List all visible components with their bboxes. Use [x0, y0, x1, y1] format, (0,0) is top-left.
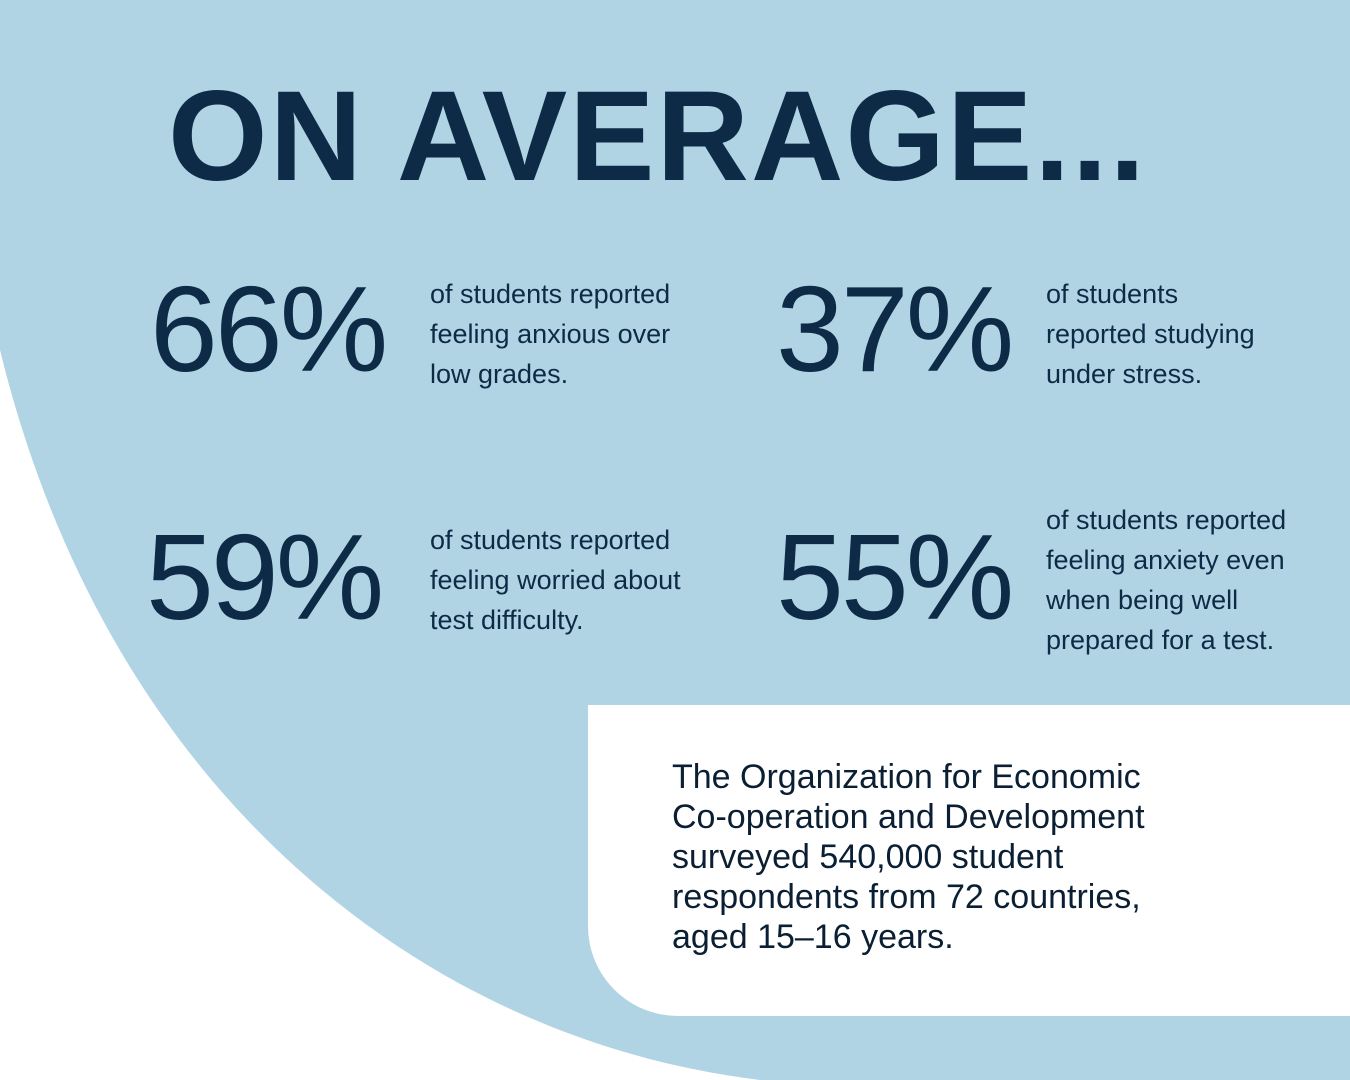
stat-description-line: low grades. [430, 359, 569, 389]
survey-note-line: Co-operation and Development [672, 798, 1145, 836]
survey-note-line: surveyed 540,000 student [672, 838, 1064, 876]
survey-note-line: respondents from 72 countries, [672, 878, 1141, 916]
survey-note-line: aged 15–16 years. [672, 918, 954, 956]
stat-value: 55% [776, 509, 1014, 645]
stat-description-line: under stress. [1046, 359, 1203, 389]
stat-value: 59% [146, 509, 384, 645]
survey-note-card: The Organization for Economic Co-operati… [588, 705, 1350, 1016]
stat-description: of students reported feeling anxious ove… [430, 274, 670, 394]
stat-description-line: when being well [1046, 585, 1239, 615]
stat-description-line: test difficulty. [430, 605, 584, 635]
stat-description-line: feeling anxiety even [1046, 545, 1285, 575]
stat-description-line: of students reported [430, 279, 671, 309]
stat-description: of students reported studying under stre… [1046, 274, 1255, 394]
stat-description-line: prepared for a test. [1046, 625, 1275, 655]
stat-description-line: of students reported [1046, 505, 1287, 535]
stat-description-line: feeling anxious over [430, 319, 671, 349]
stat-description-line: of students reported [430, 525, 671, 555]
survey-note-line: The Organization for Economic [672, 758, 1141, 796]
stat-description-line: of students [1046, 279, 1179, 309]
headline: ON AVERAGE... [168, 65, 1147, 208]
stat-description: of students reported feeling worried abo… [430, 520, 681, 640]
survey-note-text: The Organization for Economic Co-operati… [672, 757, 1145, 957]
stat-description-line: feeling worried about [430, 565, 681, 595]
stat-description: of students reported feeling anxiety eve… [1046, 500, 1286, 660]
stat-value: 66% [150, 261, 388, 397]
stat-description-line: reported studying [1046, 319, 1255, 349]
stat-value: 37% [776, 261, 1014, 397]
